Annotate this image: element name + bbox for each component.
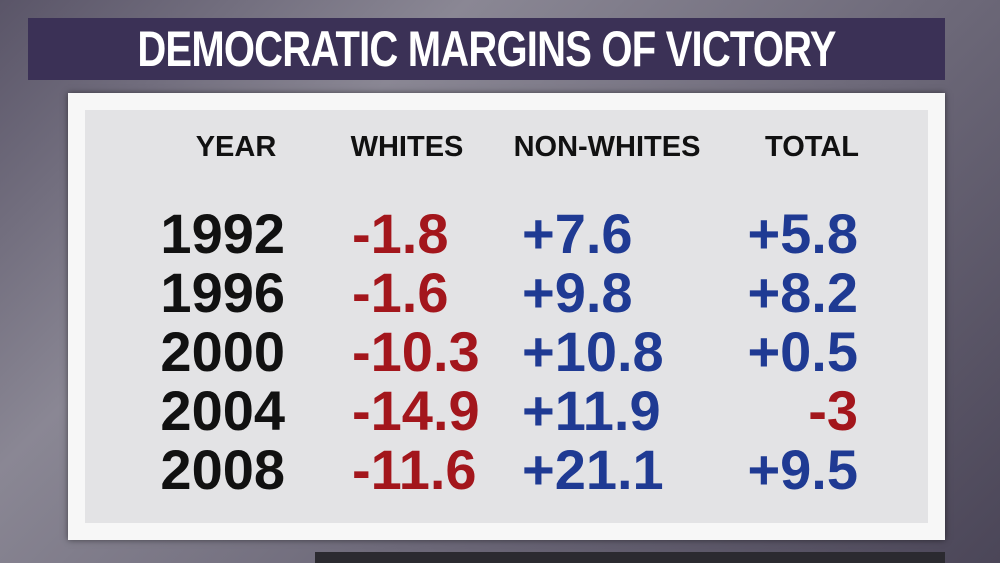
column-header: WHITES — [350, 131, 464, 163]
table-background — [85, 110, 928, 523]
year-cell: 2008 — [160, 438, 285, 501]
margin-cell: -3 — [808, 379, 858, 442]
margin-cell: +9.5 — [747, 438, 858, 501]
margin-cell: +21.1 — [522, 438, 664, 501]
title: DEMOCRATIC MARGINS OF VICTORY — [137, 21, 836, 77]
margin-cell: +5.8 — [747, 202, 858, 265]
margin-cell: +9.8 — [522, 261, 633, 324]
year-cell: 1996 — [160, 261, 285, 324]
margin-cell: +7.6 — [522, 202, 633, 265]
column-header: TOTAL — [765, 131, 859, 163]
year-cell: 1992 — [160, 202, 285, 265]
margin-cell: +10.8 — [522, 320, 664, 383]
margin-cell: -1.6 — [352, 261, 449, 324]
column-header: YEAR — [195, 131, 277, 163]
year-cell: 2000 — [160, 320, 285, 383]
year-cell: 2004 — [160, 379, 285, 442]
margin-cell: +0.5 — [747, 320, 858, 383]
title-bar — [28, 18, 945, 80]
margin-cell: -11.6 — [352, 438, 477, 501]
lower-strip — [315, 552, 945, 563]
margin-cell: +11.9 — [522, 379, 661, 442]
margin-cell: -1.8 — [352, 202, 449, 265]
margin-cell: +8.2 — [747, 261, 858, 324]
column-header: NON-WHITES — [513, 131, 701, 163]
margin-cell: -10.3 — [352, 320, 480, 383]
margin-cell: -14.9 — [352, 379, 480, 442]
